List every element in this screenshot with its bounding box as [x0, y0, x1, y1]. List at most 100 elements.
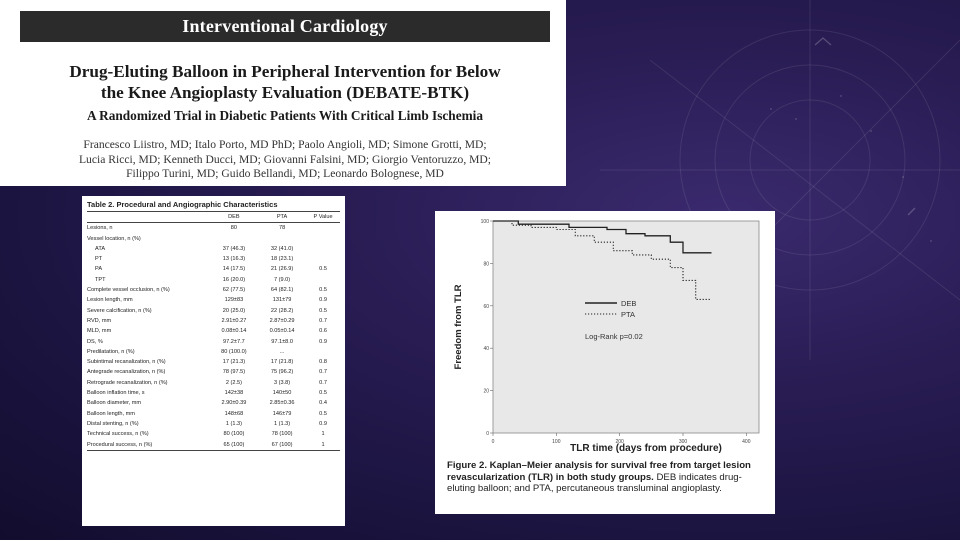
table-cell-p: 0.9: [319, 297, 327, 304]
procedural-table-panel: Table 2. Procedural and Angiographic Cha…: [82, 196, 345, 526]
table-caption-number: Table 2.: [87, 200, 115, 209]
table-cell-deb: 129±83: [224, 297, 244, 304]
table-cell-label: Balloon inflation time, s: [87, 390, 145, 397]
table-cell-deb: [210, 234, 258, 244]
table-row: Lesions, n 80 78: [87, 223, 340, 234]
table-cell-pta: 21 (26.9): [270, 266, 294, 273]
table-header-deb: DEB: [228, 214, 240, 220]
journal-banner: Interventional Cardiology: [20, 11, 550, 42]
table-cell-pta: 18 (23.1): [270, 256, 294, 263]
y-tick-label: 40: [483, 346, 489, 352]
legend-label-deb: DEB: [621, 299, 636, 308]
plot-area: [492, 220, 760, 434]
procedural-table: DEB PTA P Value Lesions, n 80 78 Vessel loc…: [87, 211, 340, 451]
table-cell-deb: 2.90±0.39: [221, 400, 247, 407]
table-cell-label: Lesion length, mm: [87, 297, 133, 304]
y-tick-label: 80: [483, 261, 489, 267]
y-tick-label: 20: [483, 389, 489, 395]
table-cell-label: ATA: [95, 245, 106, 252]
table-row: ATA 37 (46.3) 32 (41.0): [87, 244, 340, 254]
figure-caption-bold: Figure 2. Kaplan–Meier analysis for surv…: [447, 460, 751, 483]
table-cell-p: [306, 234, 340, 244]
table-row: Vessel location, n (%): [87, 234, 340, 244]
table-cell-pta: 78: [278, 225, 286, 232]
table-cell-deb: 17 (21.3): [222, 359, 246, 366]
table-cell-pta: 146±79: [272, 410, 292, 417]
table-cell-pta: 0.05±0.14: [269, 328, 295, 335]
figure-caption: Figure 2. Kaplan–Meier analysis for surv…: [447, 460, 767, 495]
table-caption-title: Procedural and Angiographic Characterist…: [116, 200, 278, 209]
table-cell-deb: 148±68: [224, 410, 244, 417]
table-cell-p: 0.5: [319, 287, 327, 294]
table-row: Lesion length, mm 129±83 131±79 0.9: [87, 295, 340, 305]
table-cell-deb: 1 (1.3): [225, 420, 242, 427]
table-cell-pta: 2.87±0.29: [269, 317, 295, 324]
table-cell-pta: 3 (3.8): [273, 379, 291, 386]
table-cell-deb: 97.2±7.7: [223, 338, 245, 345]
table-cell-label: Vessel location, n (%): [87, 235, 141, 242]
paper-title: Drug-Eluting Balloon in Peripheral Inter…: [20, 62, 550, 103]
table-cell-pta: 7 (9.0): [273, 276, 291, 283]
paper-title-line2: the Knee Angioplasty Evaluation (DEBATE-…: [100, 82, 470, 102]
table-header-row: DEB PTA P Value: [87, 211, 340, 223]
table-cell-pta: 17 (21.8): [270, 359, 294, 366]
table-cell-deb: 16 (20.0): [222, 276, 246, 283]
table-cell-pta: 75 (96.2): [270, 369, 294, 376]
table-header-pta: PTA: [276, 214, 288, 220]
figure-caption-rest: DEB indicates drug-eluting balloon; and …: [447, 471, 742, 495]
paper-subtitle: A Randomized Trial in Diabetic Patients …: [86, 108, 484, 123]
table-cell-label: Technical success, n (%): [87, 431, 149, 438]
table-cell-deb: 2 (2.5): [225, 379, 242, 386]
table-cell-p: 0.5: [319, 410, 327, 417]
table-cell-pta: 78 (100): [271, 431, 293, 438]
x-tick-label: 300: [679, 439, 688, 445]
table-row: Balloon diameter, mm 2.90±0.39 2.85±0.36 0.…: [87, 398, 340, 408]
table-cell-p: 0.5: [319, 266, 327, 273]
table-cell-label: Severe calcification, n (%): [87, 307, 152, 314]
table-cell-pta: 32 (41.0): [270, 245, 294, 252]
table-cell-pta: 97.1±8.0: [271, 338, 293, 345]
table-cell-deb: 20 (25.0): [222, 307, 246, 314]
table-row: TPT 16 (20.0) 7 (9.0): [87, 275, 340, 285]
table-cell-deb: 80 (100.0): [221, 348, 247, 355]
table-cell-p: 1: [321, 441, 325, 448]
table-row: Balloon length, mm 148±68 146±79 0.5: [87, 409, 340, 419]
table-cell-p: [306, 275, 340, 285]
table-row: Predilatation, n (%) 80 (100.0)...: [87, 347, 340, 357]
table-cell-pta: 131±79: [272, 297, 292, 304]
table-cell-p: [306, 254, 340, 264]
table-cell-p: 0.4: [319, 400, 327, 407]
table-cell-deb: 37 (46.3): [222, 245, 246, 252]
table-body: Lesions, n 80 78 Vessel location, n (%) ATA 3…: [87, 223, 340, 451]
authors-line1: Francesco Liistro, MD; Italo Porto, MD P…: [83, 138, 487, 151]
x-tick-label: 100: [552, 439, 561, 445]
table-cell-deb: 14 (17.5): [222, 266, 246, 273]
table-cell-p: [306, 223, 340, 234]
x-tick-label: 200: [615, 439, 624, 445]
table-cell-p: 0.7: [319, 317, 327, 324]
table-cell-p: 0.9: [319, 420, 327, 427]
series-line-deb: [493, 220, 712, 254]
authors-line3: Filippo Turini, MD; Guido Bellandi, MD; …: [126, 167, 444, 180]
table-cell-label: DS, %: [87, 338, 103, 345]
table-cell-label: Lesions, n: [87, 225, 113, 232]
table-cell-label: Distal stenting, n (%): [87, 420, 139, 427]
table-cell-p: 0.7: [319, 379, 327, 386]
table-cell-deb: 142±38: [224, 390, 244, 397]
table-row: PT 13 (16.3) 18 (23.1): [87, 254, 340, 264]
table-cell-deb: 65 (100): [223, 441, 245, 448]
table-cell-p: 0.6: [319, 328, 327, 335]
table-cell-deb: 2.91±0.27: [221, 317, 247, 324]
table-cell-p: 0.8: [319, 359, 327, 366]
table-cell-label: Subintimal recanalization, n (%): [87, 359, 166, 366]
table-cell-p: 1: [321, 431, 325, 438]
table-cell-p: [306, 347, 340, 357]
y-tick-label: 60: [483, 304, 489, 310]
x-tick-label: 0: [492, 439, 495, 445]
table-cell-label: Predilatation, n (%): [87, 348, 135, 355]
x-tick-label: 400: [742, 439, 751, 445]
table-cell-label: RVD, mm: [87, 317, 112, 324]
table-cell-label: TPT: [95, 276, 106, 283]
table-row: Technical success, n (%) 80 (100) 78 (100)…: [87, 429, 340, 439]
